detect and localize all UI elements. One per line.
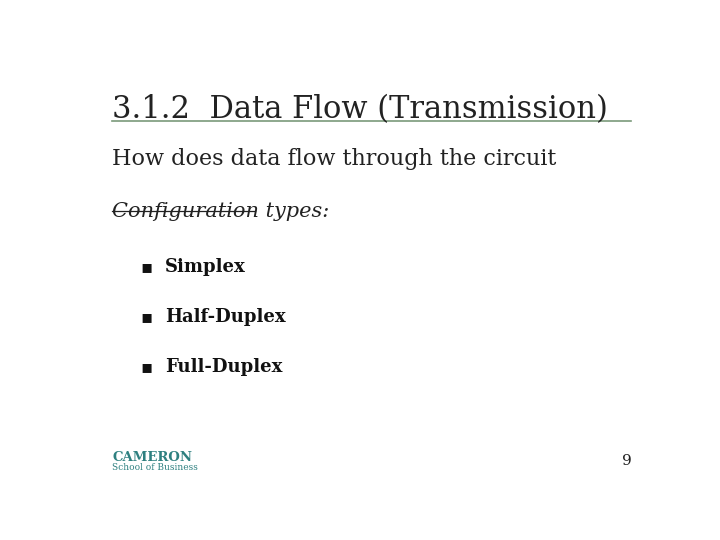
Text: CAMERON: CAMERON	[112, 451, 192, 464]
Text: School of Business: School of Business	[112, 463, 198, 472]
Text: ▪: ▪	[140, 358, 153, 376]
Text: 3.1.2  Data Flow (Transmission): 3.1.2 Data Flow (Transmission)	[112, 94, 608, 125]
Text: 9: 9	[621, 454, 631, 468]
Text: Simplex: Simplex	[166, 258, 246, 276]
Text: Configuration types:: Configuration types:	[112, 202, 330, 221]
Text: Full-Duplex: Full-Duplex	[166, 358, 283, 376]
Text: How does data flow through the circuit: How does data flow through the circuit	[112, 148, 557, 170]
Text: ▪: ▪	[140, 258, 153, 276]
Text: Half-Duplex: Half-Duplex	[166, 308, 286, 326]
Text: ▪: ▪	[140, 308, 153, 326]
